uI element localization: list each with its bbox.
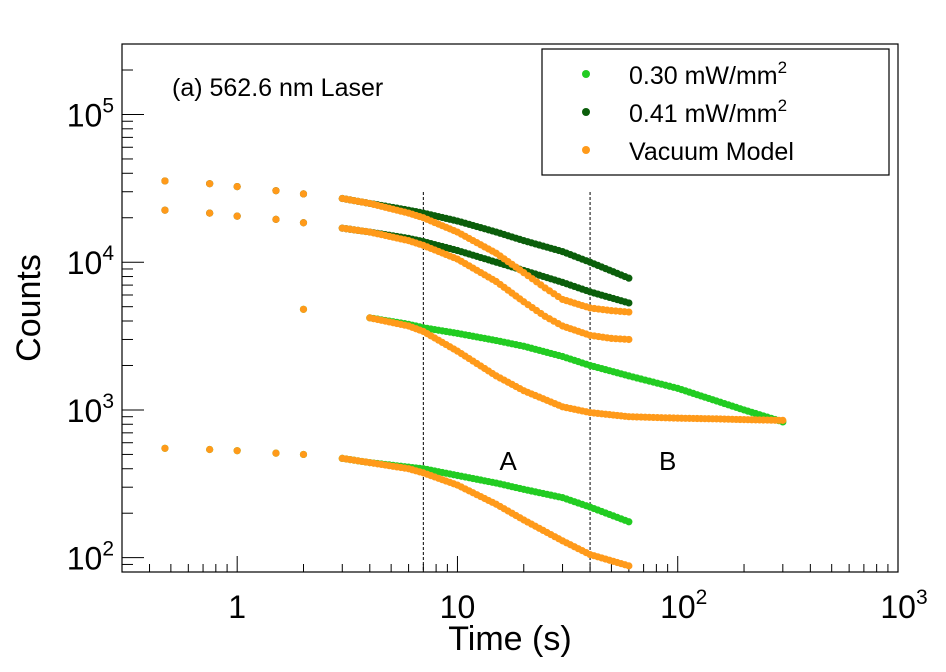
series-2-curve3-point-4 — [299, 450, 308, 459]
series-2-curve1-point-3 — [272, 215, 280, 223]
x-tick-label: 10 — [440, 589, 476, 625]
series-1-curve0-point-79 — [625, 274, 633, 282]
series-2-curve0-point-1 — [206, 180, 214, 188]
series-2-curve0-point-0 — [161, 177, 169, 185]
axis-tick-labels: 1 10 102 103 102 103 104 105 — [67, 94, 928, 625]
chart-title: (a) 562.6 nm Laser — [172, 74, 383, 102]
data-points — [161, 177, 787, 570]
series-2-curve2-point-107 — [779, 416, 787, 424]
series-2-curve1-point-4 — [299, 219, 308, 227]
x-tick-label: 102 — [660, 586, 707, 625]
series-2-curve1-point-0 — [161, 206, 169, 214]
annotation-0: A — [500, 446, 518, 476]
series-0-curve1-point-79 — [625, 518, 633, 526]
y-tick-label: 105 — [67, 94, 114, 133]
x-tick-label: 103 — [880, 586, 927, 625]
series-2-curve1-point-77 — [625, 335, 633, 344]
legend-label-1: 0.41 mW/mm2 — [629, 96, 787, 128]
series-2-curve2-point-0 — [299, 305, 308, 313]
axis-ticks — [121, 43, 899, 573]
y-tick-label: 103 — [67, 390, 114, 429]
annotation-1: B — [659, 446, 676, 476]
series-2-curve3-point-79 — [625, 562, 633, 570]
legend-marker-1 — [582, 108, 590, 116]
series-2-curve3-point-1 — [206, 445, 214, 454]
series-2-curve0-point-3 — [272, 187, 280, 195]
y-axis-label: Counts — [10, 254, 48, 362]
plot-frame — [121, 43, 899, 573]
series-2-curve3-point-2 — [233, 447, 241, 455]
legend-label-2: Vacuum Model — [629, 138, 794, 166]
legend: 0.30 mW/mm2 0.41 mW/mm2 Vacuum Model — [541, 48, 890, 176]
x-tick-label: 1 — [228, 589, 246, 625]
series-2-curve1-point-1 — [206, 209, 214, 217]
legend-label-0: 0.30 mW/mm2 — [629, 58, 787, 90]
series-1-curve1-point-79 — [625, 299, 633, 307]
series-2-curve3-point-3 — [272, 449, 280, 457]
series-2-curve0-point-4 — [299, 190, 308, 198]
series-2-curve0-point-2 — [233, 182, 241, 191]
y-tick-label: 104 — [67, 242, 115, 281]
legend-marker-0 — [582, 70, 590, 78]
series-2-curve3-point-0 — [161, 444, 169, 452]
y-tick-label: 102 — [67, 538, 114, 577]
legend-box — [541, 48, 890, 176]
series-2-curve0-point-77 — [625, 308, 633, 316]
legend-marker-2 — [582, 146, 590, 154]
x-axis-label: Time (s) — [448, 620, 571, 658]
series-2-curve1-point-2 — [233, 212, 241, 220]
